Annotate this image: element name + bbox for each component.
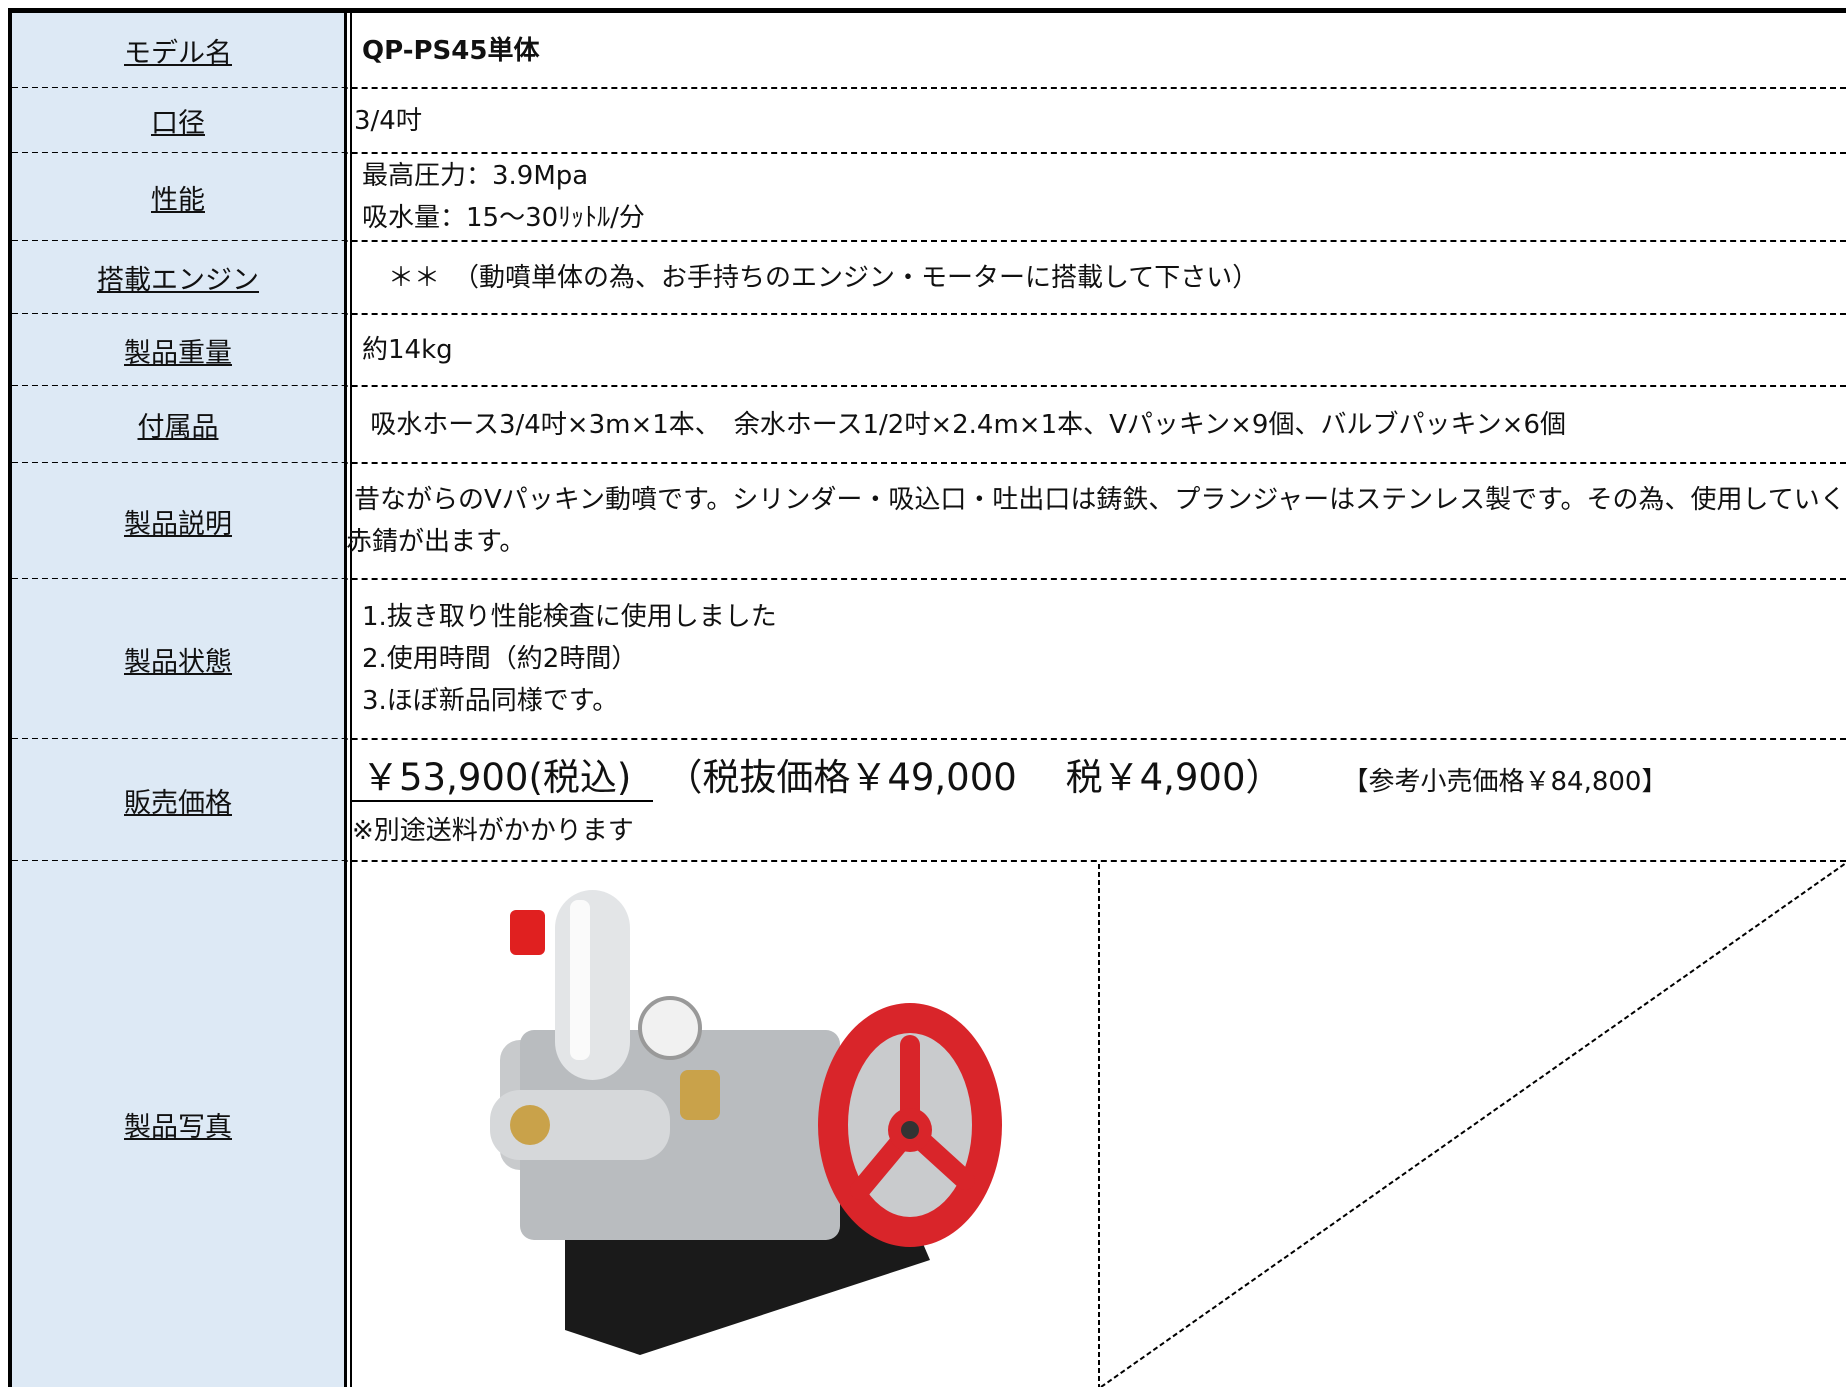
row-value: 3/4吋 bbox=[352, 88, 1846, 153]
row-value: 約14kg bbox=[352, 314, 1846, 386]
row-label: 製品状態 bbox=[124, 646, 232, 678]
row-label-cell: モデル名 bbox=[12, 13, 344, 88]
row-separator bbox=[12, 462, 1846, 464]
row-separator bbox=[12, 385, 1846, 387]
row-label-cell: 製品重量 bbox=[12, 314, 344, 386]
row-label-cell: 性能 bbox=[12, 153, 344, 241]
value-line: 吸水ホース3/4吋×3m×1本、 余水ホース1/2吋×2.4m×1本、Vパッキン… bbox=[362, 409, 1567, 440]
row-label: 製品説明 bbox=[124, 508, 232, 540]
price: ￥53,900(税込) bbox=[352, 756, 654, 802]
row-value: 吸水ホース3/4吋×3m×1本、 余水ホース1/2吋×2.4m×1本、Vパッキン… bbox=[352, 386, 1846, 463]
price-line: ￥53,900(税込) （税抜価格￥49,000 税￥4,900） 【参考小売価格￥… bbox=[352, 749, 1846, 811]
price-note: ※別途送料がかかります bbox=[352, 816, 634, 846]
column-rule bbox=[344, 8, 347, 1387]
value-line: 最高圧力：3.9Mpa bbox=[362, 161, 589, 191]
reference-price: 【参考小売価格￥84,800】 bbox=[1342, 767, 1668, 797]
pump-photo bbox=[490, 890, 1002, 1355]
price-cell: ￥53,900(税込) （税抜価格￥49,000 税￥4,900） 【参考小売価格￥… bbox=[352, 749, 1846, 861]
value-line: 吸水量：15～30ﾘｯﾄﾙ/分 bbox=[362, 203, 645, 233]
row-separator bbox=[12, 87, 1846, 89]
price-detail: （税抜価格￥49,000 税￥4,900） bbox=[665, 756, 1283, 799]
row-separator bbox=[12, 240, 1846, 242]
row-separator bbox=[12, 152, 1846, 154]
row-label-cell: 販売価格 bbox=[12, 739, 344, 861]
value-line: 2.使用時間（約2時間） bbox=[362, 644, 638, 674]
row-value: QP-PS45単体 bbox=[352, 13, 1846, 88]
column-rule bbox=[350, 8, 352, 1387]
row-value: ＊＊ （動噴単体の為、お手持ちのエンジン・モーターに搭載して下さい） bbox=[352, 241, 1846, 314]
value-line: ＊＊ （動噴単体の為、お手持ちのエンジン・モーターに搭載して下さい） bbox=[362, 262, 1259, 293]
row-label-cell: 製品写真 bbox=[12, 861, 344, 1387]
row-label: 口径 bbox=[151, 108, 205, 139]
empty-slash bbox=[1100, 862, 1846, 1387]
value-line: QP-PS45単体 bbox=[362, 35, 540, 66]
value-line: 1.抜き取り性能検査に使用しました bbox=[362, 602, 777, 632]
value-line: 赤錆が出ます。 bbox=[346, 527, 526, 557]
top-margin bbox=[0, 0, 1846, 8]
row-separator bbox=[12, 578, 1846, 580]
row-label: 販売価格 bbox=[124, 787, 232, 819]
row-label-cell: 製品説明 bbox=[12, 463, 344, 579]
row-value: 最高圧力：3.9Mpa 吸水量：15～30ﾘｯﾄﾙ/分 bbox=[352, 153, 1846, 241]
row-label: 付属品 bbox=[137, 412, 219, 443]
row-label-cell: 口径 bbox=[12, 88, 344, 153]
row-separator bbox=[12, 860, 1846, 862]
row-label: モデル名 bbox=[124, 38, 232, 69]
row-label-cell: 付属品 bbox=[12, 386, 344, 463]
row-label: 製品重量 bbox=[124, 337, 232, 369]
left-border bbox=[8, 8, 12, 1387]
row-separator bbox=[12, 738, 1846, 740]
top-border bbox=[8, 8, 1846, 13]
value-line: 約14kg bbox=[362, 335, 453, 365]
row-value: 1.抜き取り性能検査に使用しました 2.使用時間（約2時間） 3.ほぼ新品同様です。 bbox=[352, 579, 1846, 739]
row-value: 昔ながらのVパッキン動噴です。シリンダー・吸込口・吐出口は鋳鉄、プランジャーはス… bbox=[346, 463, 1846, 579]
value-line: 3.ほぼ新品同様です。 bbox=[362, 686, 619, 716]
row-label: 性能 bbox=[151, 184, 205, 216]
row-label-cell: 製品状態 bbox=[12, 579, 344, 739]
value-line: 昔ながらのVパッキン動噴です。シリンダー・吸込口・吐出口は鋳鉄、プランジャーはス… bbox=[354, 485, 1846, 515]
row-label: 製品写真 bbox=[124, 1111, 232, 1143]
row-label-cell: 搭載エンジン bbox=[12, 241, 344, 314]
row-separator bbox=[12, 313, 1846, 315]
row-label: 搭載エンジン bbox=[97, 265, 259, 296]
value-line: 3/4吋 bbox=[354, 105, 422, 136]
